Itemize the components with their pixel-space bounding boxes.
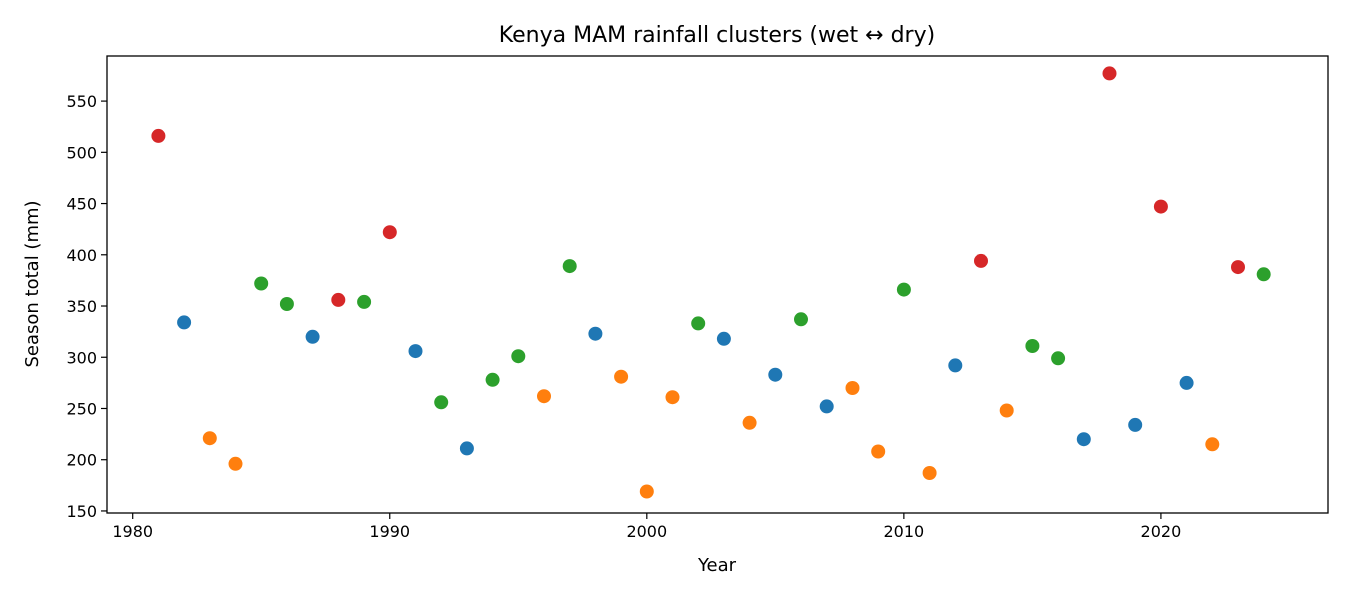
y-tick-label-500: 500 — [66, 143, 97, 162]
x-tick-label-2010: 2010 — [884, 522, 925, 541]
data-point-2009 — [871, 444, 886, 459]
data-point-2021 — [1179, 375, 1194, 390]
data-point-1986 — [279, 297, 294, 311]
x-tick-label-1980: 1980 — [112, 522, 153, 541]
data-point-2004 — [742, 415, 757, 430]
data-point-1992 — [434, 395, 449, 410]
data-point-1987 — [305, 329, 320, 344]
data-point-1985 — [254, 276, 269, 291]
data-point-1995 — [511, 349, 526, 364]
data-point-1983 — [202, 431, 217, 446]
data-point-2005 — [768, 367, 783, 382]
data-point-1991 — [408, 344, 423, 359]
data-point-2016 — [1051, 351, 1066, 366]
data-point-2015 — [1025, 339, 1040, 353]
x-tick-label-2020: 2020 — [1141, 522, 1182, 541]
data-point-2000 — [639, 484, 654, 499]
x-axis-label: Year — [697, 555, 737, 576]
data-point-1999 — [614, 369, 629, 384]
data-point-2014 — [999, 403, 1014, 418]
x-tick-label-1990: 1990 — [369, 522, 410, 541]
data-point-2010 — [896, 282, 911, 297]
data-point-2003 — [716, 331, 731, 346]
data-point-2006 — [794, 312, 808, 327]
y-tick-label-300: 300 — [66, 348, 97, 367]
y-tick-label-150: 150 — [66, 502, 97, 521]
data-point-1989 — [357, 294, 372, 309]
data-point-1998 — [588, 326, 603, 341]
data-point-2001 — [665, 390, 680, 405]
data-point-1982 — [177, 315, 192, 330]
data-point-1993 — [459, 441, 474, 456]
data-point-2023 — [1231, 260, 1245, 275]
data-point-2008 — [845, 381, 860, 395]
data-point-2020 — [1153, 199, 1168, 214]
y-tick-label-450: 450 — [66, 195, 97, 214]
x-axis: 1980 1990 2000 2010 2020 — [112, 513, 1181, 541]
data-point-1988 — [331, 292, 346, 307]
y-axis: 150 200 250 300 350 400 450 500 550 — [66, 92, 107, 521]
data-point-1984 — [228, 456, 243, 471]
data-point-2022 — [1205, 437, 1220, 452]
data-point-1994 — [485, 372, 500, 387]
data-point-2019 — [1128, 417, 1143, 432]
data-point-2024 — [1256, 267, 1271, 282]
data-point-2018 — [1102, 66, 1117, 81]
data-point-1996 — [537, 389, 551, 404]
y-tick-label-250: 250 — [66, 399, 97, 418]
chart-title: Kenya MAM rainfall clusters (wet ↔ dry) — [499, 23, 935, 48]
plot-area-frame — [106, 55, 1329, 514]
data-point-2011 — [922, 466, 937, 480]
data-point-2002 — [691, 316, 706, 331]
data-point-2007 — [819, 399, 834, 414]
x-tick-label-2000: 2000 — [626, 522, 667, 541]
data-points-layer — [151, 66, 1271, 499]
y-axis-label: Season total (mm) — [22, 200, 43, 367]
data-point-1990 — [382, 225, 397, 240]
y-tick-label-400: 400 — [66, 246, 97, 265]
data-point-2013 — [974, 253, 988, 268]
data-point-1981 — [151, 128, 166, 143]
data-point-1997 — [562, 259, 577, 274]
data-point-2012 — [948, 358, 963, 373]
y-tick-label-200: 200 — [66, 451, 97, 470]
y-tick-label-550: 550 — [66, 92, 97, 111]
data-point-2017 — [1076, 432, 1091, 447]
y-tick-label-350: 350 — [66, 297, 97, 316]
